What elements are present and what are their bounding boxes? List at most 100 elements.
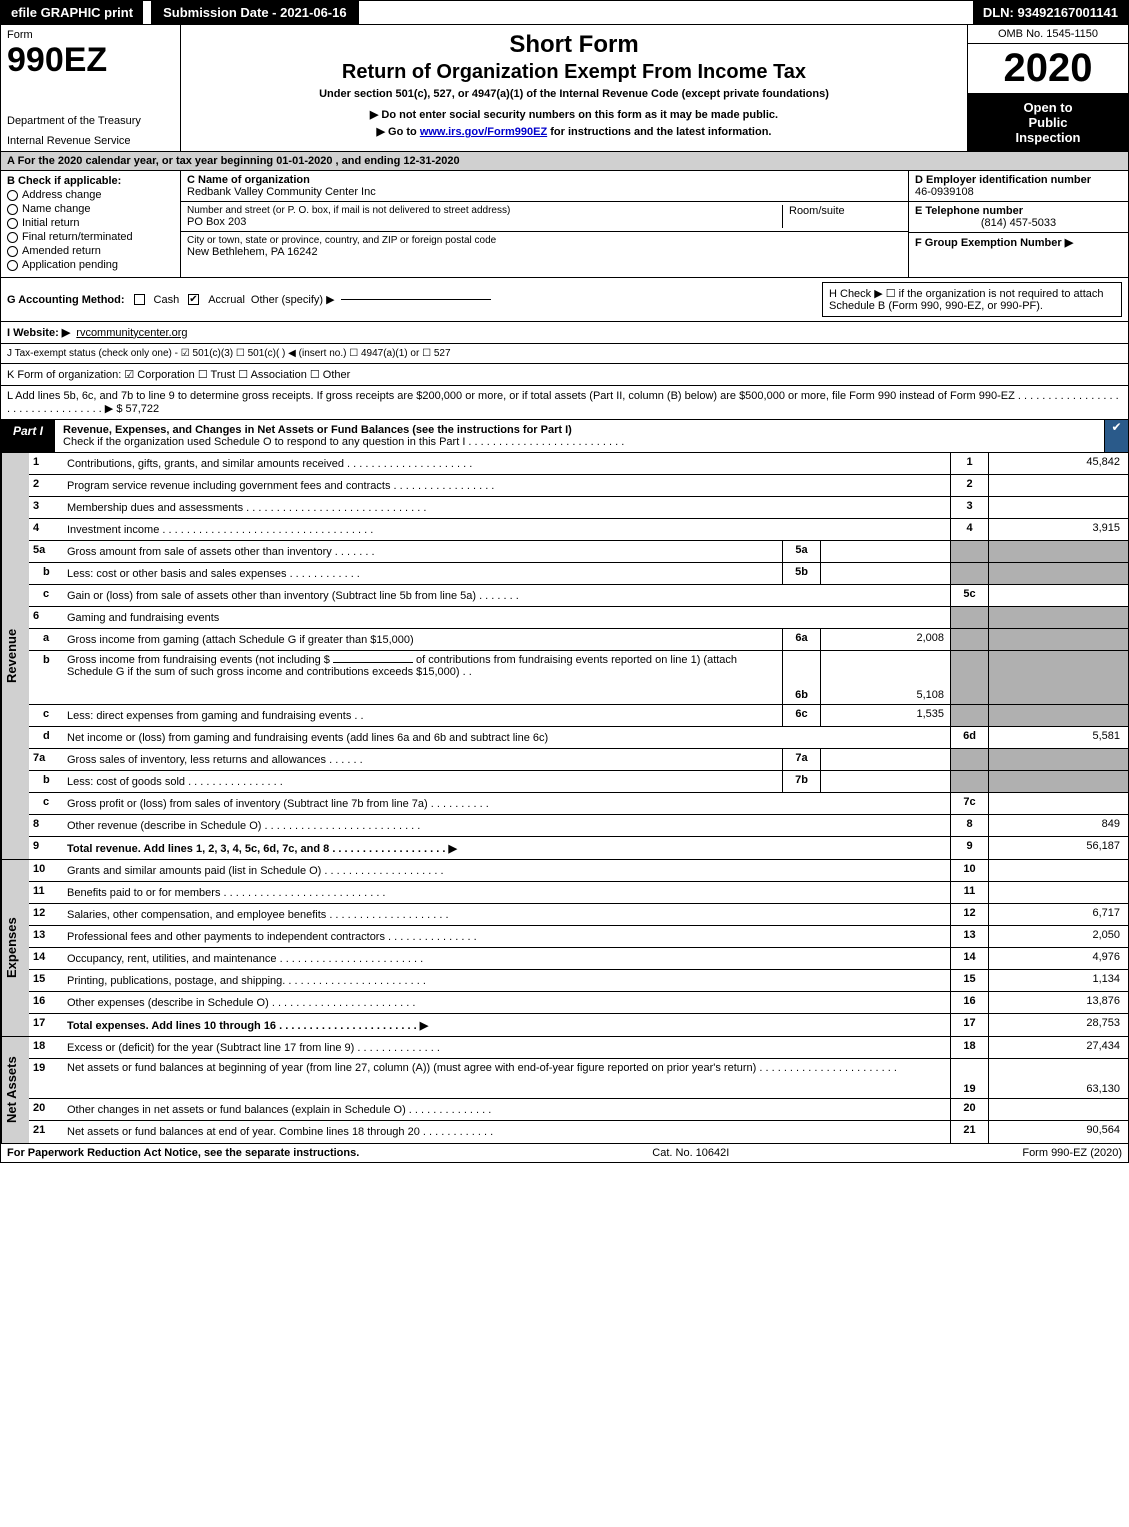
- line-6d: d Net income or (loss) from gaming and f…: [29, 727, 1128, 749]
- line-desc: Other changes in net assets or fund bala…: [63, 1099, 950, 1120]
- line-4: 4 Investment income . . . . . . . . . . …: [29, 519, 1128, 541]
- form-ssn-note: ▶ Do not enter social security numbers o…: [187, 108, 961, 121]
- line-desc: Total revenue. Add lines 1, 2, 3, 4, 5c,…: [63, 837, 950, 859]
- ein-row: D Employer identification number 46-0939…: [909, 171, 1128, 202]
- form-title-1: Short Form: [187, 31, 961, 59]
- other-specify-line[interactable]: [341, 299, 491, 300]
- efile-print-label[interactable]: efile GRAPHIC print: [1, 1, 143, 24]
- line-desc: Salaries, other compensation, and employ…: [63, 904, 950, 925]
- submission-date: Submission Date - 2021-06-16: [151, 1, 359, 24]
- chk-amended-return[interactable]: Amended return: [7, 245, 174, 257]
- line-colnum: 12: [950, 904, 988, 925]
- line-num: b: [29, 771, 63, 792]
- website-value[interactable]: rvcommunitycenter.org: [76, 327, 187, 339]
- section-b-title: B Check if applicable:: [7, 175, 174, 187]
- part-i-title-text: Revenue, Expenses, and Changes in Net As…: [63, 424, 572, 436]
- line-midval: [820, 749, 950, 770]
- line-value: 45,842: [988, 453, 1128, 474]
- line-value: [988, 882, 1128, 903]
- line-value: 4,976: [988, 948, 1128, 969]
- line-colnum-shaded: [950, 705, 988, 726]
- checkbox-icon[interactable]: [134, 294, 145, 305]
- phone-label: E Telephone number: [915, 205, 1122, 217]
- line-value: 28,753: [988, 1014, 1128, 1036]
- chk-address-change[interactable]: Address change: [7, 189, 174, 201]
- checkbox-icon[interactable]: [188, 294, 199, 305]
- org-addr: PO Box 203: [187, 216, 782, 228]
- line-desc: Total expenses. Add lines 10 through 16 …: [63, 1014, 950, 1036]
- line-value: 90,564: [988, 1121, 1128, 1143]
- chk-name-change[interactable]: Name change: [7, 203, 174, 215]
- row-k-form-org: K Form of organization: ☑ Corporation ☐ …: [0, 364, 1129, 386]
- line-value: [988, 1099, 1128, 1120]
- net-assets-rows: 18 Excess or (deficit) for the year (Sub…: [29, 1037, 1128, 1143]
- form-link-line: ▶ Go to www.irs.gov/Form990EZ for instru…: [187, 125, 961, 138]
- line-midnum: 7a: [782, 749, 820, 770]
- accrual-label: Accrual: [208, 294, 245, 306]
- chk-initial-return[interactable]: Initial return: [7, 217, 174, 229]
- line-num: 10: [29, 860, 63, 881]
- omb-number: OMB No. 1545-1150: [968, 25, 1128, 44]
- line-desc: Printing, publications, postage, and shi…: [63, 970, 950, 991]
- accounting-label: G Accounting Method:: [7, 294, 125, 306]
- line-6b: b Gross income from fundraising events (…: [29, 651, 1128, 705]
- open-line1: Open to: [974, 100, 1122, 115]
- line-value: 5,581: [988, 727, 1128, 748]
- form-word: Form: [7, 29, 174, 41]
- line-6a: a Gross income from gaming (attach Sched…: [29, 629, 1128, 651]
- line-12: 12 Salaries, other compensation, and emp…: [29, 904, 1128, 926]
- line-6b-blank[interactable]: [333, 662, 413, 663]
- irs-link[interactable]: www.irs.gov/Form990EZ: [420, 126, 547, 138]
- line-num: 19: [29, 1059, 63, 1098]
- chk-application-pending[interactable]: Application pending: [7, 259, 174, 271]
- part-i-sub: Check if the organization used Schedule …: [63, 436, 624, 448]
- org-city-label: City or town, state or province, country…: [187, 235, 902, 246]
- line-16: 16 Other expenses (describe in Schedule …: [29, 992, 1128, 1014]
- chk-final-return[interactable]: Final return/terminated: [7, 231, 174, 243]
- line-desc: Gross profit or (loss) from sales of inv…: [63, 793, 950, 814]
- line-num: 17: [29, 1014, 63, 1036]
- dln-label: DLN: 93492167001141: [973, 1, 1128, 24]
- section-def: D Employer identification number 46-0939…: [908, 171, 1128, 277]
- line-num: c: [29, 585, 63, 606]
- line-num: c: [29, 705, 63, 726]
- row-l-text: L Add lines 5b, 6c, and 7b to line 9 to …: [7, 390, 1119, 415]
- line-15: 15 Printing, publications, postage, and …: [29, 970, 1128, 992]
- line-17: 17 Total expenses. Add lines 10 through …: [29, 1014, 1128, 1036]
- other-label: Other (specify) ▶: [251, 293, 335, 306]
- line-value: 63,130: [988, 1059, 1128, 1098]
- line-colnum-shaded: [950, 607, 988, 628]
- line-value: 1,134: [988, 970, 1128, 991]
- form-header-right: OMB No. 1545-1150 2020 Open to Public In…: [968, 25, 1128, 151]
- line-midnum: 6a: [782, 629, 820, 650]
- row-a-tax-year: A For the 2020 calendar year, or tax yea…: [0, 152, 1129, 171]
- phone-value: (814) 457-5033: [915, 217, 1122, 229]
- line-num: 13: [29, 926, 63, 947]
- part-i-check[interactable]: ✔: [1104, 420, 1128, 452]
- line-6b-desc: Gross income from fundraising events (no…: [63, 651, 782, 704]
- line-7a: 7a Gross sales of inventory, less return…: [29, 749, 1128, 771]
- line-desc: Program service revenue including govern…: [63, 475, 950, 496]
- line-desc: Less: cost of goods sold . . . . . . . .…: [63, 771, 782, 792]
- line-num: 14: [29, 948, 63, 969]
- form-header-left: Form 990EZ Department of the Treasury In…: [1, 25, 181, 151]
- line-desc: Net assets or fund balances at beginning…: [63, 1059, 950, 1098]
- line-colnum: 19: [950, 1059, 988, 1098]
- circle-icon: [7, 232, 18, 243]
- line-desc: Less: cost or other basis and sales expe…: [63, 563, 782, 584]
- line-midval: [820, 771, 950, 792]
- line-num: 16: [29, 992, 63, 1013]
- page-footer: For Paperwork Reduction Act Notice, see …: [0, 1144, 1129, 1163]
- circle-icon: [7, 204, 18, 215]
- cash-label: Cash: [154, 294, 180, 306]
- line-6: 6 Gaming and fundraising events: [29, 607, 1128, 629]
- line-value: [988, 475, 1128, 496]
- form-header: Form 990EZ Department of the Treasury In…: [0, 25, 1129, 152]
- revenue-rows: 1 Contributions, gifts, grants, and simi…: [29, 453, 1128, 859]
- line-colnum: 2: [950, 475, 988, 496]
- link-prefix: ▶ Go to: [377, 126, 420, 138]
- line-3: 3 Membership dues and assessments . . . …: [29, 497, 1128, 519]
- line-desc: Excess or (deficit) for the year (Subtra…: [63, 1037, 950, 1058]
- line-value-shaded: [988, 607, 1128, 628]
- row-h-schedule-b: H Check ▶ ☐ if the organization is not r…: [822, 282, 1122, 317]
